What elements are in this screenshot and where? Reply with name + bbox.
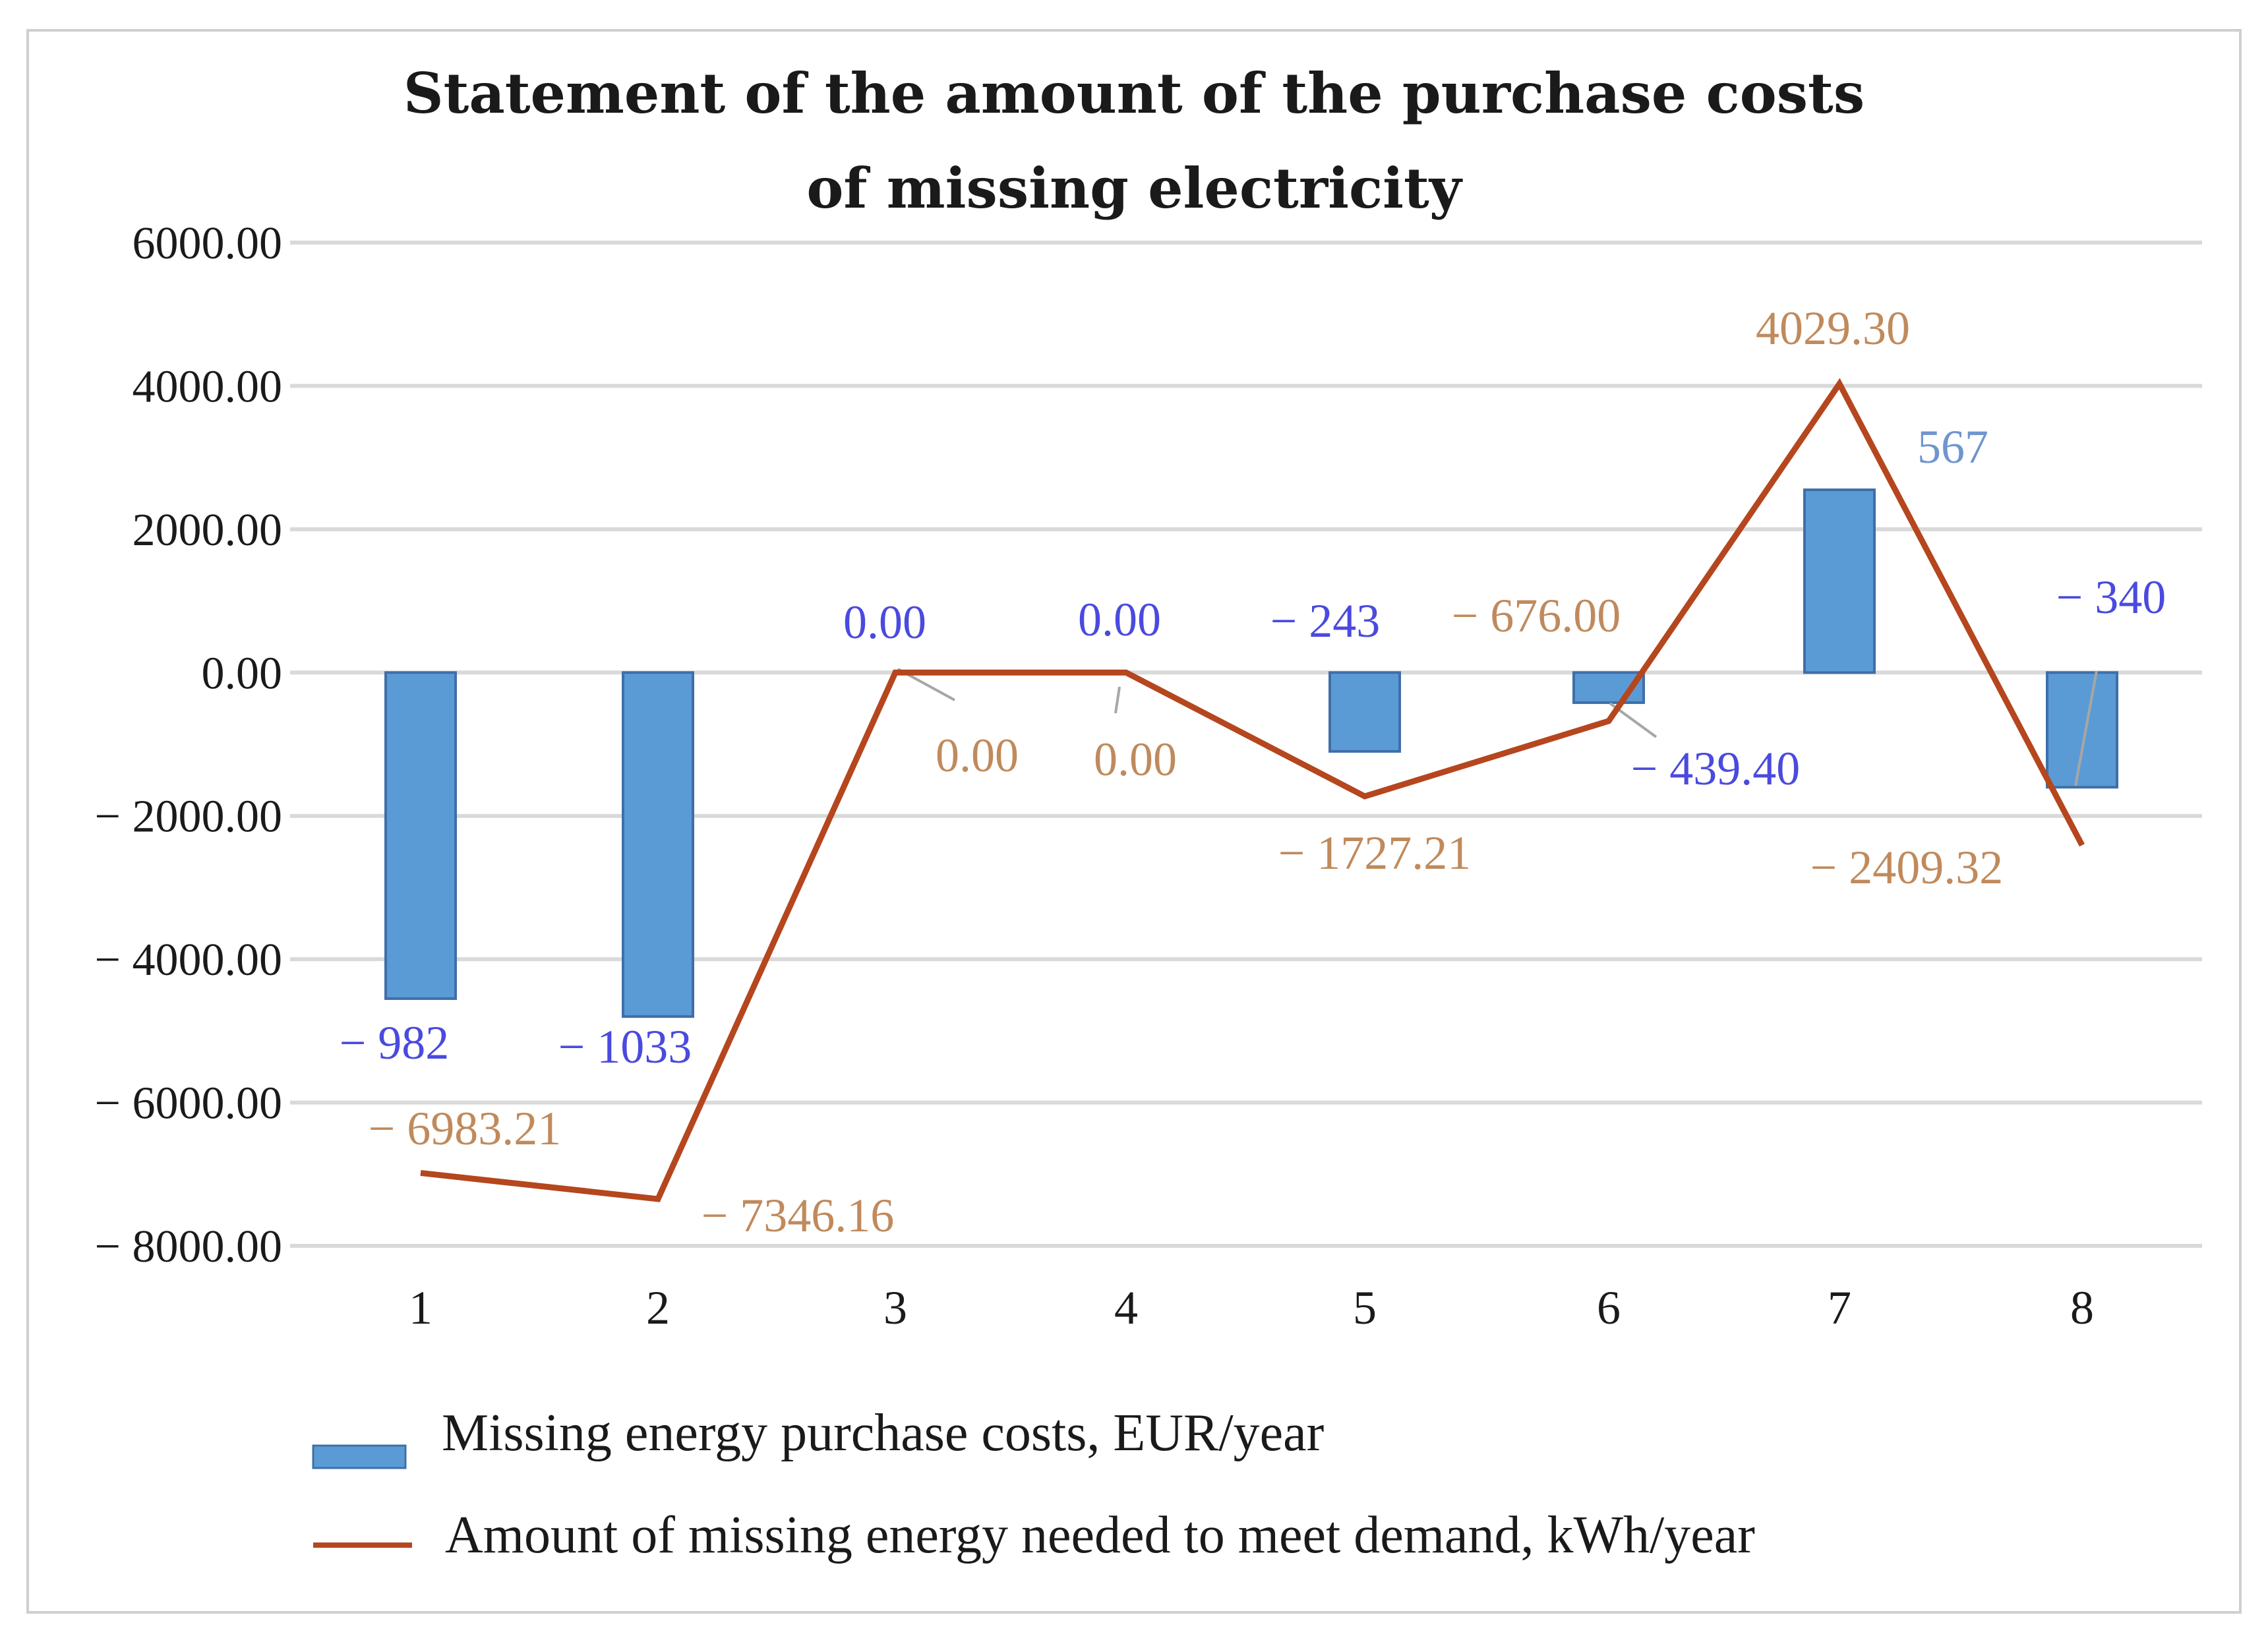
- bar-5: [1328, 671, 1401, 753]
- legend: Missing energy purchase costs, EUR/year …: [312, 1404, 1755, 1564]
- bar-data-label-6: − 439.40: [1631, 742, 1801, 795]
- y-tick-label: − 2000.00: [95, 792, 282, 842]
- x-tick-label: 2: [646, 1281, 670, 1334]
- line-data-label-2: − 7346.16: [701, 1189, 895, 1242]
- line-data-label-4: 0.00: [1094, 733, 1177, 786]
- line-data-label-8: − 2409.32: [1810, 841, 2004, 894]
- y-tick-label: 2000.00: [133, 505, 283, 556]
- leader-line: [2074, 670, 2098, 786]
- line-series-path: [420, 378, 2085, 1202]
- y-tick-label: 4000.00: [133, 361, 283, 412]
- bar-2: [622, 671, 694, 1018]
- line-data-label-5: − 1727.21: [1278, 827, 1472, 879]
- x-tick-label: 1: [409, 1281, 433, 1334]
- x-tick-label: 5: [1353, 1281, 1377, 1334]
- x-tick-label: 8: [2070, 1281, 2094, 1334]
- y-tick-label: 0.00: [202, 648, 283, 699]
- line-data-label-7: 4029.30: [1756, 302, 1910, 355]
- line-data-label-3: 0.00: [936, 729, 1019, 782]
- data-labels: − 982 − 1033 0.00 0.00 − 243 − 439.40 567 − 340…: [340, 302, 2166, 1242]
- chart-title-line-1: Statement of the amount of the purchase …: [403, 61, 1865, 126]
- y-tick-label: − 4000.00: [95, 935, 282, 985]
- legend-bar-label: Missing energy purchase costs, EUR/year: [442, 1404, 1324, 1462]
- line-data-label-6: − 676.00: [1452, 589, 1621, 642]
- label-leader-lines: [897, 668, 2098, 786]
- bar-1: [384, 671, 457, 1000]
- legend-line-label: Amount of missing energy needed to meet …: [445, 1506, 1755, 1564]
- bar-data-label-1: − 982: [340, 1016, 450, 1069]
- y-tick-label: − 8000.00: [95, 1221, 282, 1272]
- bar-data-label-3: 0.00: [843, 596, 926, 649]
- y-tick-label: − 6000.00: [95, 1078, 282, 1129]
- bar-data-label-5: − 243: [1270, 595, 1381, 647]
- leader-line: [1114, 686, 1121, 714]
- bar-data-label-4: 0.00: [1078, 593, 1161, 646]
- line-data-label-1: − 6983.21: [369, 1102, 562, 1155]
- x-tick-label: 7: [1828, 1281, 1851, 1334]
- bar-data-label-8: − 340: [2056, 571, 2166, 624]
- bar-8: [2046, 671, 2118, 789]
- bar-data-label-7: 567: [1917, 421, 1988, 473]
- x-tick-label: 6: [1597, 1281, 1621, 1334]
- x-axis-ticks: 1 2 3 4 5 6 7 8: [409, 1281, 2094, 1334]
- y-tick-label: 6000.00: [133, 218, 283, 269]
- x-tick-label: 4: [1114, 1281, 1138, 1334]
- gridlines: [290, 241, 2202, 1248]
- bar-series: [384, 488, 2118, 1018]
- x-tick-label: 3: [883, 1281, 907, 1334]
- bar-data-label-2: − 1033: [558, 1020, 692, 1073]
- chart-title-line-2: of missing electricity: [806, 156, 1462, 221]
- y-axis-ticks: 6000.00 4000.00 2000.00 0.00 − 2000.00 − 4000…: [95, 218, 282, 1272]
- legend-bar-swatch: [312, 1444, 407, 1469]
- bar-7: [1803, 488, 1876, 674]
- line-series: [420, 378, 2085, 1202]
